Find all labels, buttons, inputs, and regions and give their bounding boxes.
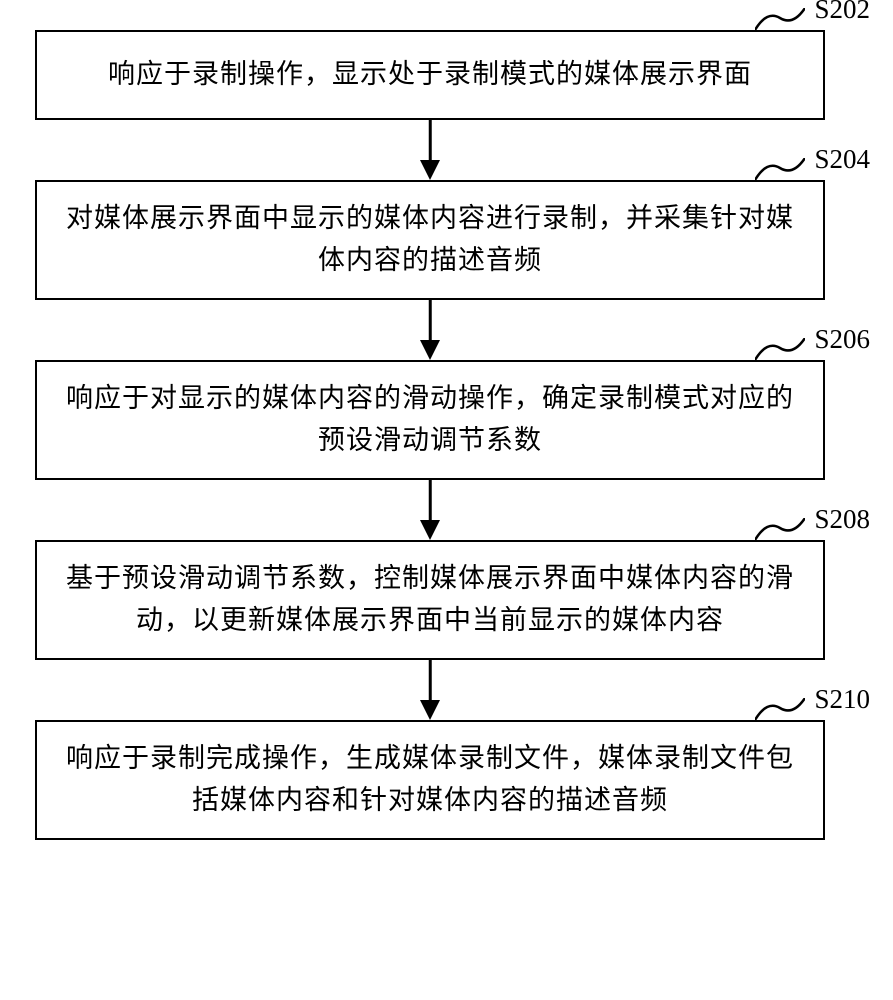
label-curve-icon	[755, 518, 805, 540]
step-text-s208: 基于预设滑动调节系数，控制媒体展示界面中媒体内容的滑动，以更新媒体展示界面中当前…	[57, 558, 803, 642]
step-label-s210: S210	[814, 684, 870, 715]
step-text-s204: 对媒体展示界面中显示的媒体内容进行录制，并采集针对媒体内容的描述音频	[57, 198, 803, 282]
step-wrap-s208: S208 基于预设滑动调节系数，控制媒体展示界面中媒体内容的滑动，以更新媒体展示…	[35, 540, 855, 660]
step-label-s206: S206	[814, 324, 870, 355]
step-label-s204: S204	[814, 144, 870, 175]
step-wrap-s210: S210 响应于录制完成操作，生成媒体录制文件，媒体录制文件包括媒体内容和针对媒…	[35, 720, 855, 840]
label-curve-icon	[755, 698, 805, 720]
flowchart-container: S202 响应于录制操作，显示处于录制模式的媒体展示界面 S204 对媒体展示界…	[35, 30, 855, 840]
step-wrap-s202: S202 响应于录制操作，显示处于录制模式的媒体展示界面	[35, 30, 855, 120]
step-wrap-s206: S206 响应于对显示的媒体内容的滑动操作，确定录制模式对应的预设滑动调节系数	[35, 360, 855, 480]
arrow-head-icon	[420, 700, 440, 720]
step-label-s202: S202	[814, 0, 870, 25]
step-box-s206: 响应于对显示的媒体内容的滑动操作，确定录制模式对应的预设滑动调节系数	[35, 360, 825, 480]
label-curve-icon	[755, 338, 805, 360]
step-text-s202: 响应于录制操作，显示处于录制模式的媒体展示界面	[108, 54, 752, 96]
arrow-head-icon	[420, 340, 440, 360]
step-label-s208: S208	[814, 504, 870, 535]
label-curve-icon	[755, 8, 805, 30]
step-box-s208: 基于预设滑动调节系数，控制媒体展示界面中媒体内容的滑动，以更新媒体展示界面中当前…	[35, 540, 825, 660]
step-box-s210: 响应于录制完成操作，生成媒体录制文件，媒体录制文件包括媒体内容和针对媒体内容的描…	[35, 720, 825, 840]
arrow-2	[35, 300, 825, 360]
step-box-s204: 对媒体展示界面中显示的媒体内容进行录制，并采集针对媒体内容的描述音频	[35, 180, 825, 300]
label-curve-icon	[755, 158, 805, 180]
step-text-s210: 响应于录制完成操作，生成媒体录制文件，媒体录制文件包括媒体内容和针对媒体内容的描…	[57, 738, 803, 822]
arrow-head-icon	[420, 160, 440, 180]
arrow-4	[35, 660, 825, 720]
step-wrap-s204: S204 对媒体展示界面中显示的媒体内容进行录制，并采集针对媒体内容的描述音频	[35, 180, 855, 300]
arrow-head-icon	[420, 520, 440, 540]
step-box-s202: 响应于录制操作，显示处于录制模式的媒体展示界面	[35, 30, 825, 120]
step-text-s206: 响应于对显示的媒体内容的滑动操作，确定录制模式对应的预设滑动调节系数	[57, 378, 803, 462]
arrow-3	[35, 480, 825, 540]
arrow-1	[35, 120, 825, 180]
